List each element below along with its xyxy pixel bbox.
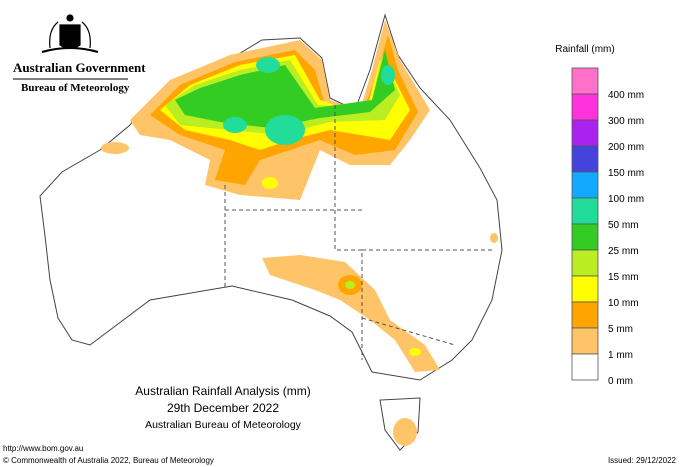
- legend-swatch: [571, 223, 599, 251]
- legend-swatch: [571, 353, 599, 381]
- legend-label: 10 mm: [608, 298, 639, 309]
- legend-swatch: [571, 119, 599, 147]
- legend-label: 300 mm: [608, 116, 644, 127]
- legend: 400 mm 300 mm 200 mm 150 mm 100 mm 50 mm 25 mm…: [571, 67, 644, 387]
- legend-swatch: [571, 93, 599, 121]
- footer-issued: Issued: 29/12/2022: [608, 456, 677, 465]
- agency-name: Bureau of Meteorology: [21, 82, 130, 94]
- rainfall-areas: [101, 20, 498, 446]
- government-name: Australian Government: [13, 60, 146, 75]
- footer-copyright: © Commonwealth of Australia 2022, Bureau…: [3, 456, 214, 465]
- legend-label: 100 mm: [608, 194, 644, 205]
- legend-label: 1 mm: [608, 350, 633, 361]
- footer-url: http://www.bom.gov.au: [3, 444, 83, 453]
- legend-label: 25 mm: [608, 246, 639, 257]
- legend-label: 5 mm: [608, 324, 633, 335]
- caption-date: 29th December 2022: [167, 401, 279, 415]
- legend-swatch: [571, 67, 599, 95]
- legend-swatch: [571, 327, 599, 355]
- legend-swatch: [571, 145, 599, 173]
- caption-source: Australian Bureau of Meteorology: [145, 419, 302, 431]
- legend-swatch: [571, 301, 599, 329]
- legend-label: 150 mm: [608, 168, 644, 179]
- legend-label: 15 mm: [608, 272, 639, 283]
- legend-swatch: [571, 197, 599, 225]
- legend-label: 400 mm: [608, 90, 644, 101]
- caption-title: Australian Rainfall Analysis (mm): [135, 384, 310, 398]
- legend-title: Rainfall (mm): [555, 44, 614, 55]
- legend-swatch: [571, 171, 599, 199]
- legend-swatch: [571, 275, 599, 303]
- crest: [41, 14, 99, 53]
- legend-label: 50 mm: [608, 220, 639, 231]
- legend-swatch: [571, 249, 599, 277]
- legend-label: 200 mm: [608, 142, 644, 153]
- legend-label: 0 mm: [608, 376, 633, 387]
- state-borders: [224, 105, 495, 360]
